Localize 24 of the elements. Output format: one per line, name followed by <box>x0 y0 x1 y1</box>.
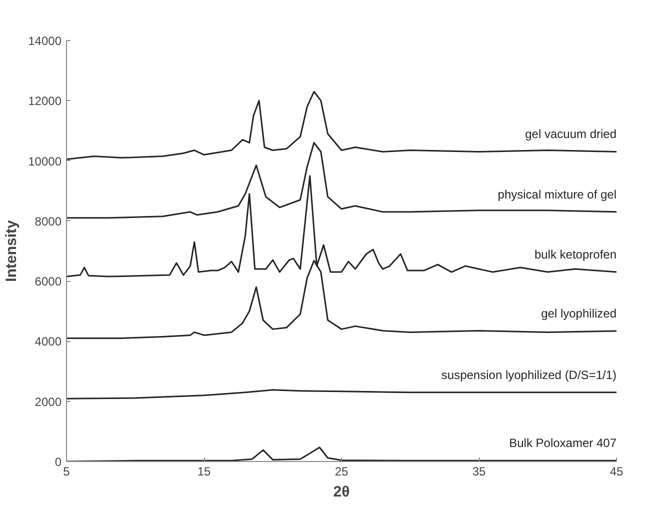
x-tick-label: 25 <box>334 464 348 478</box>
line-series <box>66 142 616 219</box>
y-tick-label: 6000 <box>34 274 62 289</box>
y-tick-label: 4000 <box>34 334 62 349</box>
line-series <box>66 90 616 160</box>
series-label: physical mixture of gel <box>498 187 616 202</box>
y-tick-label: 14000 <box>28 34 62 48</box>
y-tick-label: 0 <box>54 455 62 469</box>
y-axis-title: Intensity <box>3 220 20 282</box>
series-label: Bulk Poloxamer 407 <box>509 436 617 450</box>
x-tick-label: 45 <box>610 464 624 478</box>
y-tick-label: 10000 <box>28 154 62 168</box>
y-tick-label: 2000 <box>34 394 62 409</box>
x-tick-label: 15 <box>197 464 211 478</box>
x-tick-label: 5 <box>63 464 70 478</box>
series-label: gel lyophilized <box>541 306 617 320</box>
series-label: bulk ketoprofen <box>534 248 617 262</box>
series-label: gel vacuum dried <box>525 127 617 142</box>
line-series <box>66 389 616 400</box>
y-tick-label: 12000 <box>28 94 62 108</box>
y-tick-label: 8000 <box>34 214 62 228</box>
series-label: suspension lyophilized (D/S=1/1) <box>441 368 617 382</box>
x-tick-label: 35 <box>472 464 486 478</box>
x-axis-title: 2θ <box>333 484 350 500</box>
